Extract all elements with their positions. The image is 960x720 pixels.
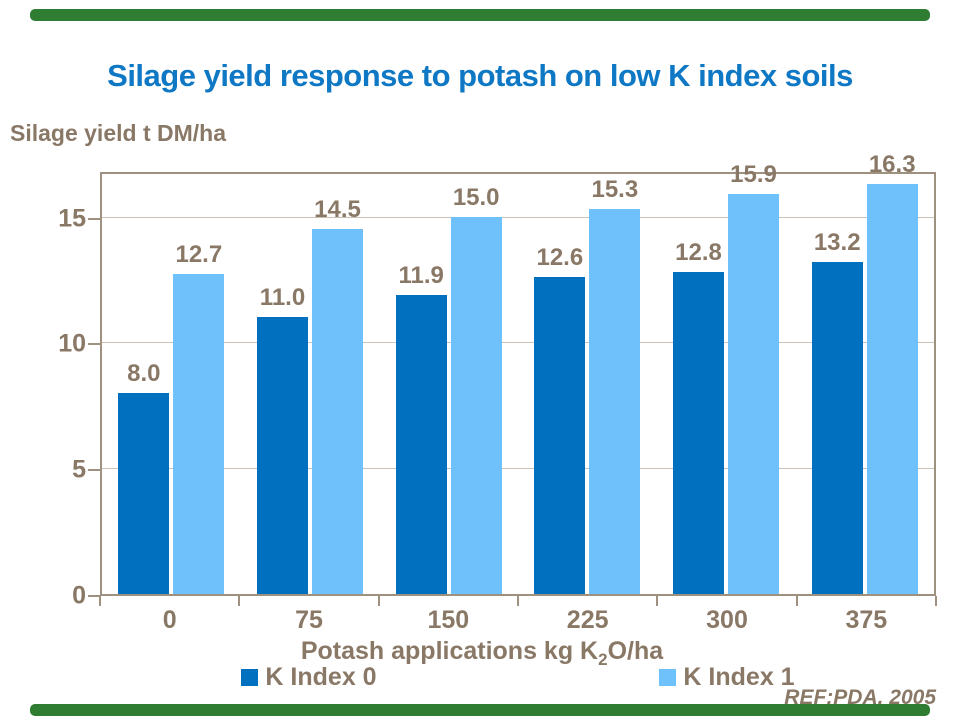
- y-axis-title: Silage yield t DM/ha: [10, 120, 226, 146]
- x-label-0: 0: [162, 606, 177, 634]
- bar-wrap: 12.8: [673, 174, 725, 594]
- bar-wrap: 11.9: [395, 174, 447, 594]
- x-label-375: 375: [845, 606, 888, 634]
- bar-value-label: 12.8: [675, 239, 722, 266]
- x-tick-mark-0: [99, 596, 101, 606]
- bar-k-index-1: [450, 217, 502, 594]
- bar-value-label: 15.9: [730, 161, 777, 188]
- x-tick-mark-5: [796, 596, 798, 606]
- bar-k-index-1: [312, 229, 363, 594]
- gridline-15: [102, 216, 934, 218]
- bar-value-label: 15.3: [591, 176, 639, 203]
- bar-group-0: 8.0 12.7: [102, 174, 241, 594]
- bar-k-index-0: [395, 295, 447, 594]
- x-tick-mark-4: [656, 596, 658, 606]
- x-label-150: 150: [427, 606, 470, 634]
- y-tick-mark-0: [88, 595, 100, 597]
- x-label-300: 300: [706, 606, 748, 634]
- legend-label: K Index 0: [265, 663, 377, 691]
- bar-k-index-0: [534, 277, 586, 594]
- x-axis-title-text: Potash applications kg K: [300, 637, 599, 665]
- x-tick-mark-6: [935, 596, 937, 606]
- bar-value-label: 12.6: [536, 244, 584, 271]
- gridline-5: [102, 468, 934, 470]
- x-axis-title-suffix: O/ha: [607, 637, 664, 665]
- bar-wrap: 16.3: [866, 151, 918, 594]
- bar-k-index-1: [589, 209, 641, 594]
- bar-wrap: 14.5: [312, 174, 363, 594]
- bar-group-300: 12.8 15.9: [657, 161, 796, 594]
- reference-text: REF:PDA, 2005: [784, 686, 936, 709]
- bar-wrap: 13.2: [811, 174, 863, 594]
- legend-item-k-index-1: K Index 1: [659, 663, 795, 692]
- bar-k-index-1: [866, 184, 918, 594]
- x-tick-mark-1: [238, 596, 240, 606]
- bar-wrap: 15.0: [450, 174, 502, 594]
- bar-group-75: 11.0 14.5: [241, 174, 380, 594]
- bar-k-index-0: [257, 317, 308, 594]
- bar-value-label: 15.0: [452, 184, 500, 211]
- bar-value-label: 12.7: [175, 241, 223, 268]
- x-label-75: 75: [295, 606, 323, 634]
- top-accent-bar: [30, 9, 930, 21]
- legend-marker-icon: [241, 669, 259, 686]
- x-axis-title: Potash applications kg K2O/ha: [2, 637, 960, 670]
- bar-k-index-1: [728, 194, 780, 594]
- bar-k-index-1: [173, 274, 225, 594]
- bar-group-375: 13.2 16.3: [795, 151, 934, 594]
- x-label-225: 225: [566, 606, 609, 634]
- y-tick-mark-5: [88, 469, 100, 472]
- legend-label: K Index 1: [683, 663, 795, 691]
- bar-group-150: 11.9 15.0: [379, 174, 518, 594]
- y-tick-label-0: 0: [72, 581, 86, 610]
- bar-value-label: 13.2: [813, 229, 861, 256]
- bar-k-index-0: [811, 262, 863, 594]
- bar-value-label: 8.0: [127, 360, 161, 387]
- x-tick-mark-2: [378, 596, 380, 606]
- bar-wrap: 12.7: [173, 174, 225, 594]
- legend-item-k-index-0: K Index 0: [241, 663, 377, 692]
- bar-wrap: 15.3: [589, 174, 641, 594]
- y-tick-label-10: 10: [58, 329, 86, 358]
- y-tick-mark-10: [88, 343, 100, 346]
- gridline-10: [102, 342, 934, 344]
- bar-wrap: 8.0: [118, 174, 170, 594]
- bar-value-label: 16.3: [868, 151, 916, 178]
- bottom-accent-bar: [30, 704, 930, 716]
- y-tick-label-5: 5: [72, 455, 86, 484]
- legend: K Index 0 K Index 1: [100, 663, 936, 692]
- bar-groups: 8.0 12.7 11.0 14.5 11.9 15.0 12.6 15.3 12.8 15.9 1…: [102, 151, 934, 594]
- bar-value-label: 11.0: [259, 284, 306, 311]
- x-tick-mark-3: [517, 596, 519, 606]
- bar-wrap: 11.0: [257, 174, 308, 594]
- chart-title: Silage yield response to potash on low K…: [107, 58, 853, 93]
- bar-wrap: 15.9: [728, 161, 780, 594]
- x-axis-title-subscript: 2: [598, 650, 608, 669]
- plot-area: 8.0 12.7 11.0 14.5 11.9 15.0 12.6 15.3 12.8 15.9 1…: [100, 151, 936, 596]
- bar-group-225: 12.6 15.3: [518, 174, 657, 594]
- bar-value-label: 11.9: [398, 262, 444, 289]
- bar-value-label: 14.5: [314, 196, 361, 223]
- legend-marker-icon: [659, 669, 677, 686]
- bar-k-index-0: [118, 393, 170, 594]
- y-tick-mark-15: [88, 217, 100, 220]
- bar-wrap: 12.6: [534, 174, 586, 594]
- y-tick-label-15: 15: [58, 204, 86, 233]
- bar-k-index-0: [673, 272, 725, 594]
